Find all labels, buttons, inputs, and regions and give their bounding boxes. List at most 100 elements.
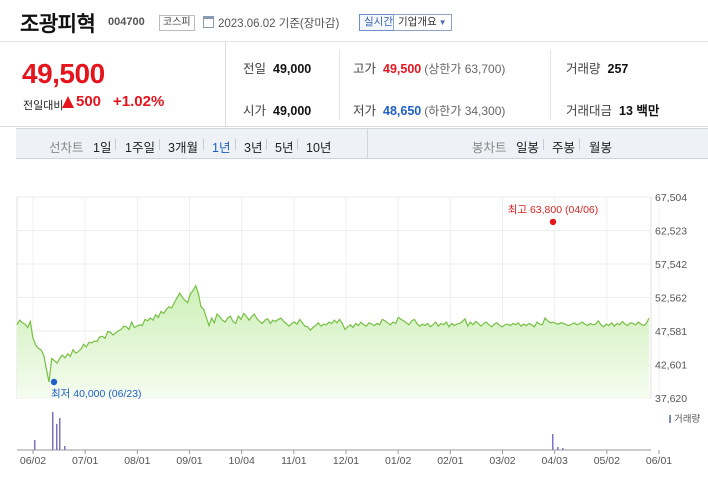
- y-tick-label: 62,523: [655, 226, 687, 238]
- stat-label: 저가: [353, 104, 377, 118]
- volume-legend-marker: [669, 415, 671, 423]
- tab-3y[interactable]: 3년: [244, 141, 263, 155]
- price-box: 49,500 전일대비 500 +1.02%: [0, 42, 226, 127]
- up-triangle-icon: [62, 96, 74, 108]
- x-tick-label: 10/04: [229, 455, 255, 467]
- x-tick-label: 02/01: [437, 455, 463, 467]
- x-tick-label: 06/02: [20, 455, 46, 467]
- stat-value: 49,000: [273, 62, 312, 76]
- x-tick-label: 06/01: [646, 455, 672, 467]
- stat-value: 257: [607, 62, 629, 76]
- price-area: [17, 285, 649, 398]
- price-line: [16, 284, 650, 383]
- separator: [115, 139, 116, 150]
- stat-label: 거래량: [566, 62, 601, 76]
- current-price: 49,500: [22, 58, 105, 89]
- volume-bar: [562, 448, 564, 450]
- tab-1d[interactable]: 1일: [93, 141, 112, 155]
- separator: [579, 139, 580, 150]
- tab-3m[interactable]: 3개월: [168, 141, 198, 155]
- upper-limit: (상한가 63,700): [424, 62, 506, 76]
- tab-10y[interactable]: 10년: [306, 141, 332, 155]
- stat-value: 49,000: [273, 104, 312, 118]
- volume-bar: [52, 412, 54, 450]
- x-tick-label: 03/02: [489, 455, 515, 467]
- stock-code: 004700: [108, 16, 145, 28]
- stat-value: 48,650: [383, 104, 422, 118]
- stat-label: 거래대금: [566, 104, 613, 118]
- stock-header: 조광피혁 004700 코스피 2023.06.02 기준(장마감) 실시간 기…: [0, 0, 708, 42]
- stats-panel: 전일 49,000 고가 49,500 (상한가 63,700) 거래량 257 시가 4…: [226, 42, 708, 127]
- x-tick-label: 05/02: [594, 455, 620, 467]
- stat-label: 고가: [353, 62, 377, 76]
- x-tick-label: 04/03: [542, 455, 568, 467]
- stat-amount: 거래대금 13 백만: [566, 100, 659, 119]
- y-tick-label: 52,562: [655, 293, 687, 305]
- max-marker: [549, 218, 557, 226]
- y-tick-label: 57,542: [655, 259, 687, 271]
- date-text: 2023.06.02 기준(장마감): [218, 18, 340, 30]
- tab-monthly-candle[interactable]: 월봉: [589, 141, 613, 155]
- separator: [203, 139, 204, 150]
- divider: [367, 129, 368, 158]
- price-change: 500: [76, 93, 102, 110]
- volume-bar: [59, 418, 61, 450]
- calendar-icon: [203, 16, 214, 28]
- x-axis: 06/02 07/01 08/01 09/01 10/04 11/01 12/01 01/02…: [20, 450, 672, 467]
- x-tick-label: 12/01: [333, 455, 359, 467]
- stat-value: 49,500: [383, 62, 422, 76]
- y-tick-label: 47,581: [655, 326, 687, 338]
- line-chart-label: 선차트: [49, 141, 84, 155]
- y-tick-label: 37,620: [655, 393, 687, 405]
- tab-daily-candle[interactable]: 일봉: [516, 141, 540, 155]
- divider: [550, 50, 551, 120]
- stat-volume: 거래량 257: [566, 58, 628, 77]
- volume-legend: 거래량: [674, 413, 700, 425]
- min-label: 최저 40,000 (06/23): [51, 388, 142, 400]
- volume-bar: [34, 440, 36, 450]
- volume-bar: [552, 434, 554, 450]
- tab-5y[interactable]: 5년: [275, 141, 294, 155]
- x-tick-label: 01/02: [385, 455, 411, 467]
- chevron-down-icon: ▼: [438, 18, 447, 27]
- stat-open: 시가 49,000: [243, 100, 311, 119]
- x-tick-label: 08/01: [124, 455, 150, 467]
- chart-tabs: 선차트 1일 1주일 3개월 1년 3년 5년 10년 봉차트 일봉 주봉 월봉: [16, 128, 708, 159]
- volume-bar: [557, 447, 559, 450]
- company-info-label: 기업개요: [398, 16, 437, 28]
- max-label: 최고 63,800 (04/06): [508, 204, 599, 216]
- lower-limit: (하한가 34,300): [424, 104, 506, 118]
- price-change-pct: +1.02%: [113, 93, 165, 110]
- company-info-dropdown[interactable]: 기업개요 ▼: [393, 14, 452, 31]
- stat-label: 전일: [243, 62, 267, 76]
- y-tick-label: 67,504: [655, 192, 687, 204]
- stat-prev-close: 전일 49,000: [243, 58, 311, 77]
- stat-low: 저가 48,650 (하한가 34,300): [353, 100, 505, 119]
- tab-1y[interactable]: 1년: [212, 141, 231, 155]
- compare-label: 전일대비: [23, 100, 64, 112]
- market-badge: 코스피: [159, 15, 195, 31]
- min-marker: [50, 378, 58, 386]
- tab-1w[interactable]: 1주일: [125, 141, 155, 155]
- separator: [159, 139, 160, 150]
- stat-value: 13 백만: [619, 104, 660, 118]
- divider: [339, 50, 340, 120]
- volume-bars: [34, 412, 564, 450]
- x-tick-label: 11/01: [281, 455, 307, 467]
- separator: [297, 139, 298, 150]
- stock-name: 조광피혁: [20, 13, 96, 36]
- y-tick-label: 42,601: [655, 360, 687, 372]
- candle-chart-label: 봉차트: [472, 141, 507, 155]
- volume-bar: [64, 446, 66, 450]
- separator: [543, 139, 544, 150]
- y-axis: 67,504 62,523 57,542 52,562 47,581 42,601 37,6…: [655, 192, 687, 405]
- x-tick-label: 09/01: [176, 455, 202, 467]
- volume-bar: [56, 424, 58, 450]
- price-chart[interactable]: 67,504 62,523 57,542 52,562 47,581 42,601 37,6…: [0, 160, 708, 482]
- stat-label: 시가: [243, 104, 267, 118]
- stat-high: 고가 49,500 (상한가 63,700): [353, 58, 505, 77]
- separator: [235, 139, 236, 150]
- separator: [266, 139, 267, 150]
- tab-weekly-candle[interactable]: 주봉: [552, 141, 576, 155]
- x-tick-label: 07/01: [72, 455, 98, 467]
